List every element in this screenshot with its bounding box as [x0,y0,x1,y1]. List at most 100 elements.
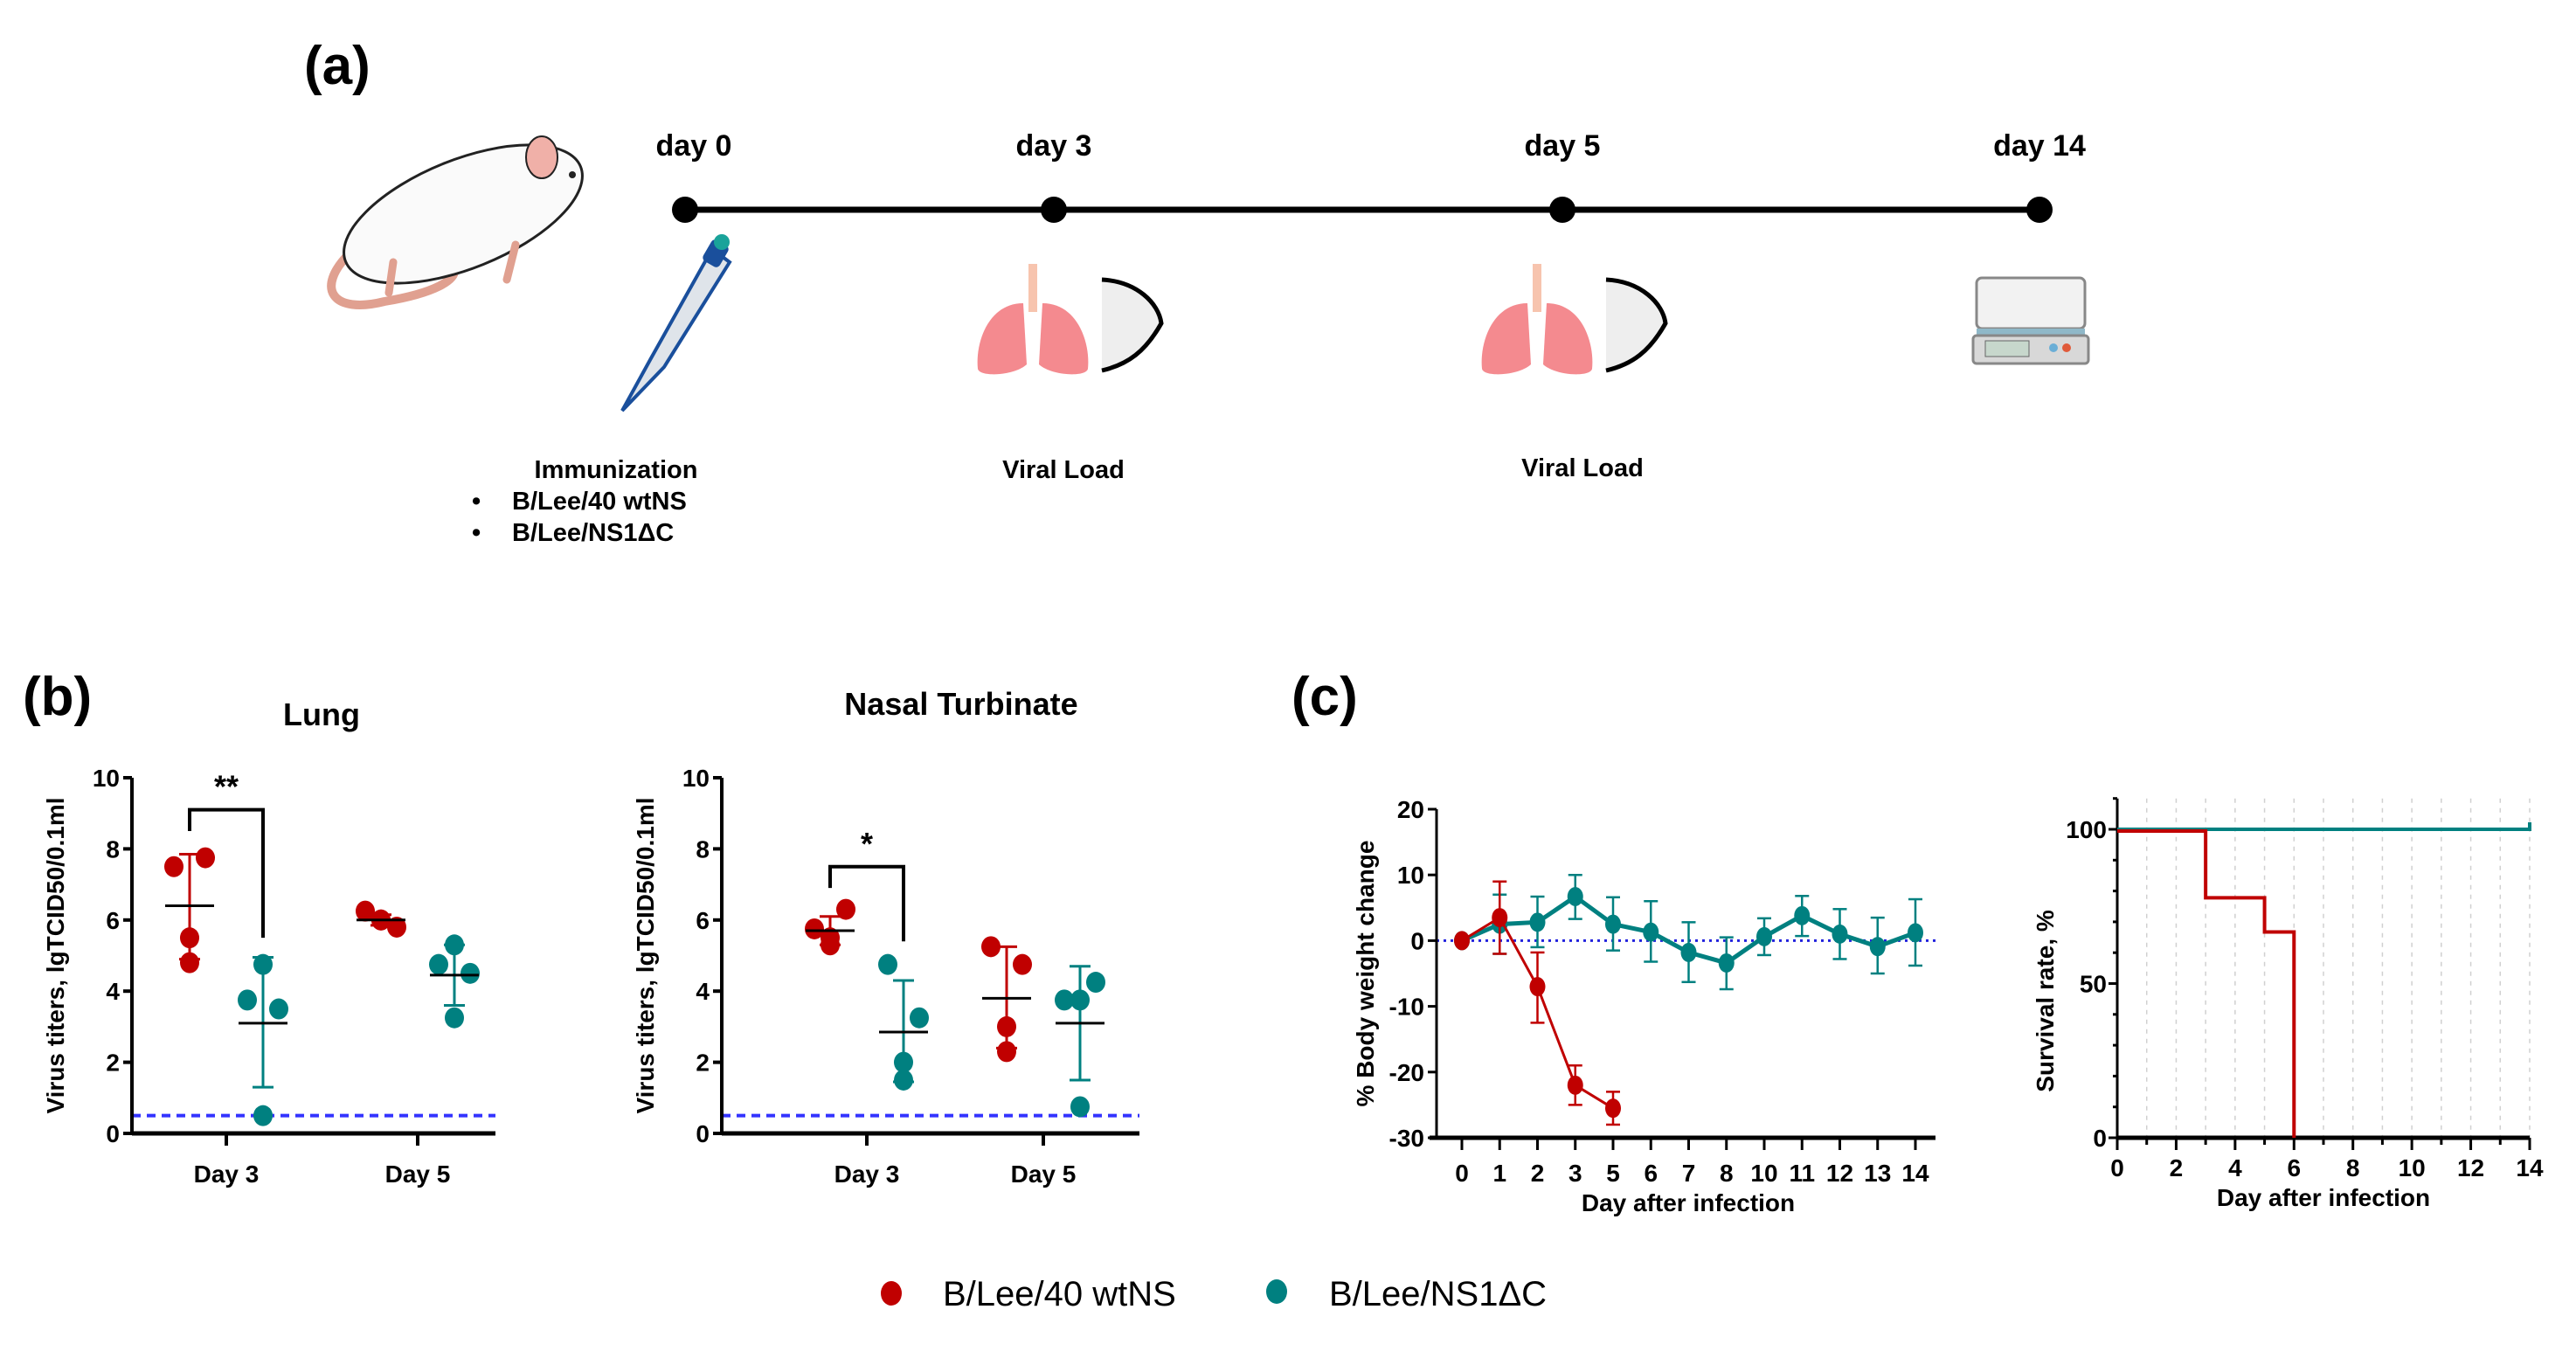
data-point [1756,926,1772,946]
data-point [836,898,855,920]
viral-load-label: Viral Load [1521,454,1644,482]
survival-chart: Survival rate, % Day after infection 0 50 10… [2032,797,2544,1211]
y-tick-label: 0 [696,1120,710,1147]
x-axis-label: Day after infection [1582,1189,1795,1216]
x-tick-label: 12 [1826,1160,1853,1187]
y-tick-label: -10 [1389,994,1424,1021]
data-point [1070,1096,1090,1118]
x-tick-label: Day 5 [385,1160,451,1188]
data-point [1086,972,1105,994]
y-tick-label: 10 [93,765,120,792]
timeline-label: day 3 [1016,129,1092,163]
legend-label-wt: B/Lee/40 wtNS [943,1275,1176,1313]
data-point [1869,937,1886,957]
y-tick-label: 6 [106,907,120,934]
data-point [1605,1098,1621,1119]
data-point [1605,914,1621,934]
timeline-label: day 14 [1993,129,2086,163]
x-axis-label: Day after infection [2217,1184,2430,1211]
immunization-item: B/Lee/NS1ΔC [512,519,674,547]
x-tick-label: Day 5 [1011,1160,1077,1188]
data-point [894,1069,913,1091]
y-tick-label: 50 [2080,971,2107,998]
scale-icon [1971,276,2090,365]
lungs-icon [977,264,1164,375]
y-axis-label: Virus titers, lgTCID50/0.1ml [632,797,659,1113]
x-tick-label: 2 [1531,1160,1545,1187]
x-tick-label: 0 [1455,1160,1469,1187]
data-point [997,1041,1016,1063]
x-tick-label: Day 3 [834,1160,900,1188]
data-point [1567,887,1583,907]
legend-swatch-ns1 [1266,1279,1287,1304]
data-point [164,856,184,877]
survival-step-line [2117,829,2296,1138]
data-point [1529,912,1546,932]
x-tick-label: 11 [1789,1160,1815,1187]
data-point [1718,953,1735,973]
data-point [821,927,840,949]
data-point [387,916,406,938]
data-point [1567,1075,1583,1095]
data-point [356,900,375,922]
significance-bracket [828,864,905,942]
pipette-icon [620,234,732,412]
y-tick-label: 20 [1397,796,1424,823]
x-tick-label: 1 [1492,1160,1506,1187]
x-tick-label: 7 [1682,1160,1696,1187]
legend: B/Lee/40 wtNS B/Lee/NS1ΔC [881,1275,1547,1313]
data-point [1908,923,1923,943]
y-tick-label: 8 [696,835,710,863]
x-tick-label: 0 [2110,1154,2124,1181]
y-tick-label: 8 [106,835,120,863]
timeline-label: day 0 [656,129,732,163]
y-tick-label: 2 [106,1050,120,1077]
data-point [238,989,257,1011]
timeline-label: day 5 [1525,129,1601,163]
data-point [1529,977,1546,997]
data-point [253,953,273,975]
lungs-icon [1481,264,1668,375]
data-point [997,1015,1016,1037]
data-point [196,847,215,869]
legend-label-ns1: B/Lee/NS1ΔC [1329,1275,1547,1313]
panel-b-label: (b) [23,667,92,727]
x-tick-label: 2 [2170,1154,2184,1181]
data-point [894,1051,913,1073]
x-tick-label: 14 [2516,1154,2544,1181]
y-tick-label: 4 [696,978,710,1005]
x-tick-label: 3 [1568,1160,1582,1187]
significance-bracket [188,807,265,939]
chart-title: Nasal Turbinate [844,686,1077,722]
immunization-title: Immunization [535,456,698,484]
y-tick-label: 4 [106,978,120,1005]
y-tick-label: -20 [1389,1059,1424,1086]
x-tick-label: 13 [1864,1160,1891,1187]
panel-a-label: (a) [304,36,370,96]
x-tick-label: 14 [1901,1160,1929,1187]
x-tick-label: 8 [1720,1160,1734,1187]
data-point [1492,908,1508,928]
legend-swatch-wt [881,1281,902,1306]
x-tick-label: 10 [1750,1160,1777,1187]
bullet: • [472,519,481,547]
x-tick-label: 8 [2346,1154,2360,1181]
bullet: • [472,488,481,516]
data-point [1643,922,1659,942]
y-tick-label: -30 [1389,1125,1424,1152]
data-point [1794,905,1811,925]
timeline-dot [1549,197,1575,223]
mouse-icon [327,135,584,309]
y-tick-label: 100 [2066,816,2107,843]
x-tick-label: 12 [2457,1154,2484,1181]
data-point [460,962,480,984]
y-tick-label: 0 [106,1120,120,1147]
y-tick-label: 10 [1397,862,1424,889]
y-tick-label: 0 [2093,1125,2107,1152]
data-point [910,1007,929,1029]
data-point [445,1007,464,1029]
viral-load-label: Viral Load [1002,456,1125,484]
y-axis-label: Survival rate, % [2032,910,2059,1092]
survival-step-line [2117,822,2531,831]
